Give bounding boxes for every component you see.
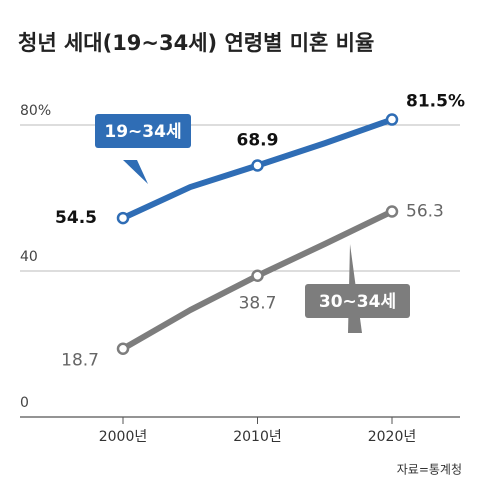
grid xyxy=(20,124,460,418)
value-label: 56.3 xyxy=(406,202,444,222)
legend-box xyxy=(305,284,410,318)
point xyxy=(251,269,264,282)
point xyxy=(251,159,264,172)
y-tick-label: 0 xyxy=(20,395,29,411)
point xyxy=(116,342,130,355)
point xyxy=(116,211,130,225)
point xyxy=(385,113,399,126)
legend-label: 30~34세 xyxy=(319,292,396,312)
legend-box xyxy=(95,114,191,148)
source: 자료=통계청 xyxy=(397,463,462,477)
y-tick-label: 80% xyxy=(20,103,51,119)
y-tick-label: 40 xyxy=(20,249,38,265)
legend-label: 19~34세 xyxy=(104,122,181,142)
value-label: 18.7 xyxy=(61,351,99,371)
x-tick-label: 2000년 xyxy=(99,429,148,445)
value-label: 38.7 xyxy=(239,294,277,314)
value-label: 68.9 xyxy=(237,131,279,151)
x-tick-label: 2020년 xyxy=(368,429,417,445)
value-label: 54.5 xyxy=(55,208,97,228)
chart-title: 청년 세대(19~34세) 연령별 미혼 비율 xyxy=(18,31,374,55)
value-label: 81.5% xyxy=(406,92,465,112)
x-tick-label: 2010년 xyxy=(233,429,282,445)
point xyxy=(385,205,399,218)
callout-pointer xyxy=(123,160,148,184)
